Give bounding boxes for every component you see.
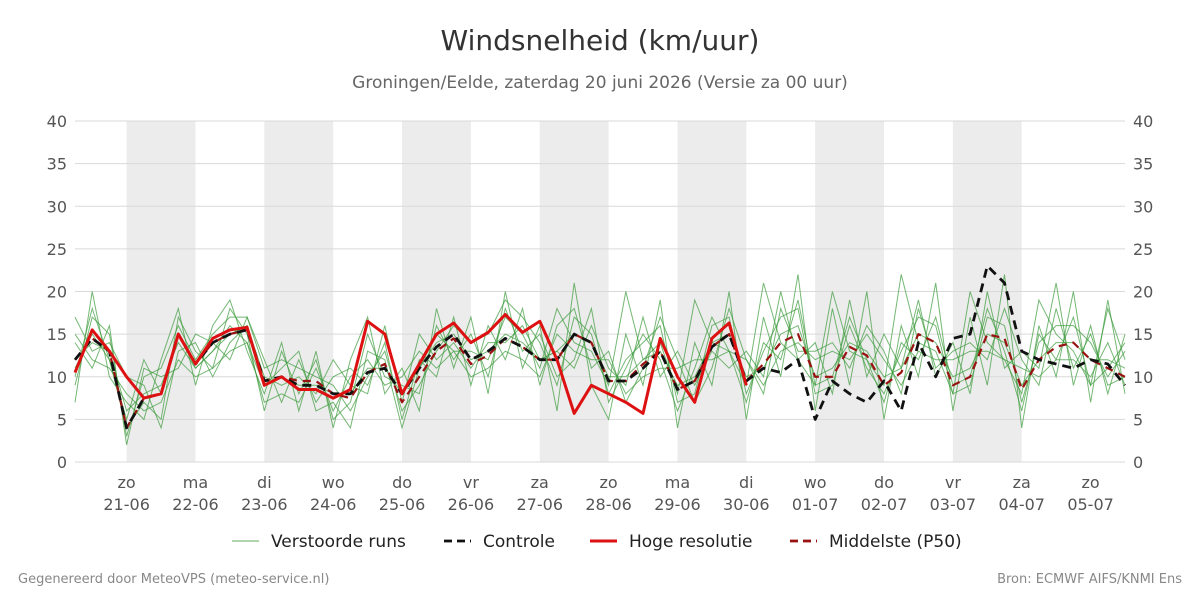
- x-tick-day-9: di: [739, 473, 754, 492]
- legend-label-0: Verstoorde runs: [271, 532, 406, 552]
- x-tick-day-5: vr: [463, 473, 479, 492]
- y-axis-left: 0 5 10 15 20 25 30 35 40: [47, 112, 67, 472]
- y-tick-left-35: 35: [47, 155, 67, 174]
- y-tick-left-10: 10: [47, 368, 67, 387]
- series-hoge-resolutie: [73, 313, 748, 415]
- chart-subtitle: Groningen/Eelde, zaterdag 20 juni 2026 (…: [352, 73, 848, 93]
- y-tick-right-40: 40: [1133, 112, 1153, 131]
- x-tick-day-10: wo: [804, 473, 827, 492]
- y-tick-right-15: 15: [1133, 325, 1153, 344]
- x-tick-date-7: 28-06: [585, 495, 632, 514]
- ensemble-run-6: [74, 274, 1126, 429]
- y-tick-right-20: 20: [1133, 283, 1153, 302]
- x-tick-date-12: 03-07: [930, 495, 977, 514]
- y-tick-right-5: 5: [1133, 410, 1143, 429]
- y-tick-right-0: 0: [1133, 453, 1143, 472]
- x-tick-day-14: zo: [1081, 473, 1099, 492]
- ensemble-run-5: [74, 306, 1126, 446]
- main-series: [73, 264, 1127, 430]
- y-tick-left-30: 30: [47, 197, 67, 216]
- legend-label-3: Middelste (P50): [829, 532, 962, 552]
- x-tick-day-2: di: [257, 473, 272, 492]
- x-tick-date-10: 01-07: [792, 495, 839, 514]
- y-tick-left-40: 40: [47, 112, 67, 131]
- x-tick-day-7: zo: [600, 473, 618, 492]
- y-tick-right-35: 35: [1133, 155, 1153, 174]
- x-tick-day-11: do: [874, 473, 894, 492]
- ensemble-run-8: [74, 274, 1126, 430]
- y-tick-left-20: 20: [47, 283, 67, 302]
- x-tick-day-4: do: [392, 473, 412, 492]
- x-tick-date-0: 21-06: [103, 495, 150, 514]
- x-tick-date-2: 23-06: [241, 495, 288, 514]
- y-tick-left-25: 25: [47, 240, 67, 259]
- x-tick-date-6: 27-06: [517, 495, 564, 514]
- x-tick-date-13: 04-07: [998, 495, 1045, 514]
- y-tick-left-0: 0: [57, 453, 67, 472]
- y-tick-left-5: 5: [57, 410, 67, 429]
- x-tick-day-8: ma: [665, 473, 690, 492]
- y-tick-right-25: 25: [1133, 240, 1153, 259]
- ensemble-run-4: [74, 299, 1126, 430]
- x-tick-date-5: 26-06: [448, 495, 495, 514]
- x-tick-date-9: 30-06: [723, 495, 770, 514]
- footer-source: Bron: ECMWF AIFS/KNMI Ens: [997, 572, 1182, 587]
- x-tick-day-1: ma: [183, 473, 208, 492]
- x-tick-date-14: 05-07: [1067, 495, 1114, 514]
- y-tick-right-30: 30: [1133, 197, 1153, 216]
- x-tick-day-6: za: [531, 473, 549, 492]
- x-tick-day-12: vr: [945, 473, 961, 492]
- y-axis-right: 0 5 10 15 20 25 30 35 40: [1133, 112, 1153, 472]
- legend-label-2: Hoge resolutie: [629, 532, 753, 552]
- x-tick-day-3: wo: [322, 473, 345, 492]
- series-middelste-p50: [74, 328, 1126, 429]
- x-tick-date-3: 24-06: [310, 495, 357, 514]
- x-tick-date-11: 02-07: [861, 495, 908, 514]
- x-tick-day-0: zo: [118, 473, 136, 492]
- chart-title: Windsnelheid (km/uur): [440, 24, 760, 57]
- x-tick-day-13: za: [1013, 473, 1031, 492]
- y-tick-right-10: 10: [1133, 368, 1153, 387]
- x-tick-date-4: 25-06: [379, 495, 426, 514]
- y-tick-left-15: 15: [47, 325, 67, 344]
- x-tick-date-8: 29-06: [654, 495, 701, 514]
- legend-label-1: Controle: [483, 532, 555, 552]
- footer-generated-by: Gegenereerd door MeteoVPS (meteo-service…: [18, 572, 330, 587]
- x-axis: zo 21-06 ma 22-06 di 23-06 wo 24-06 do 25-06 vr 26-…: [103, 473, 1113, 514]
- legend: Verstoorde runs Controle Hoge resolutie Mid…: [232, 532, 962, 552]
- x-tick-date-1: 22-06: [172, 495, 219, 514]
